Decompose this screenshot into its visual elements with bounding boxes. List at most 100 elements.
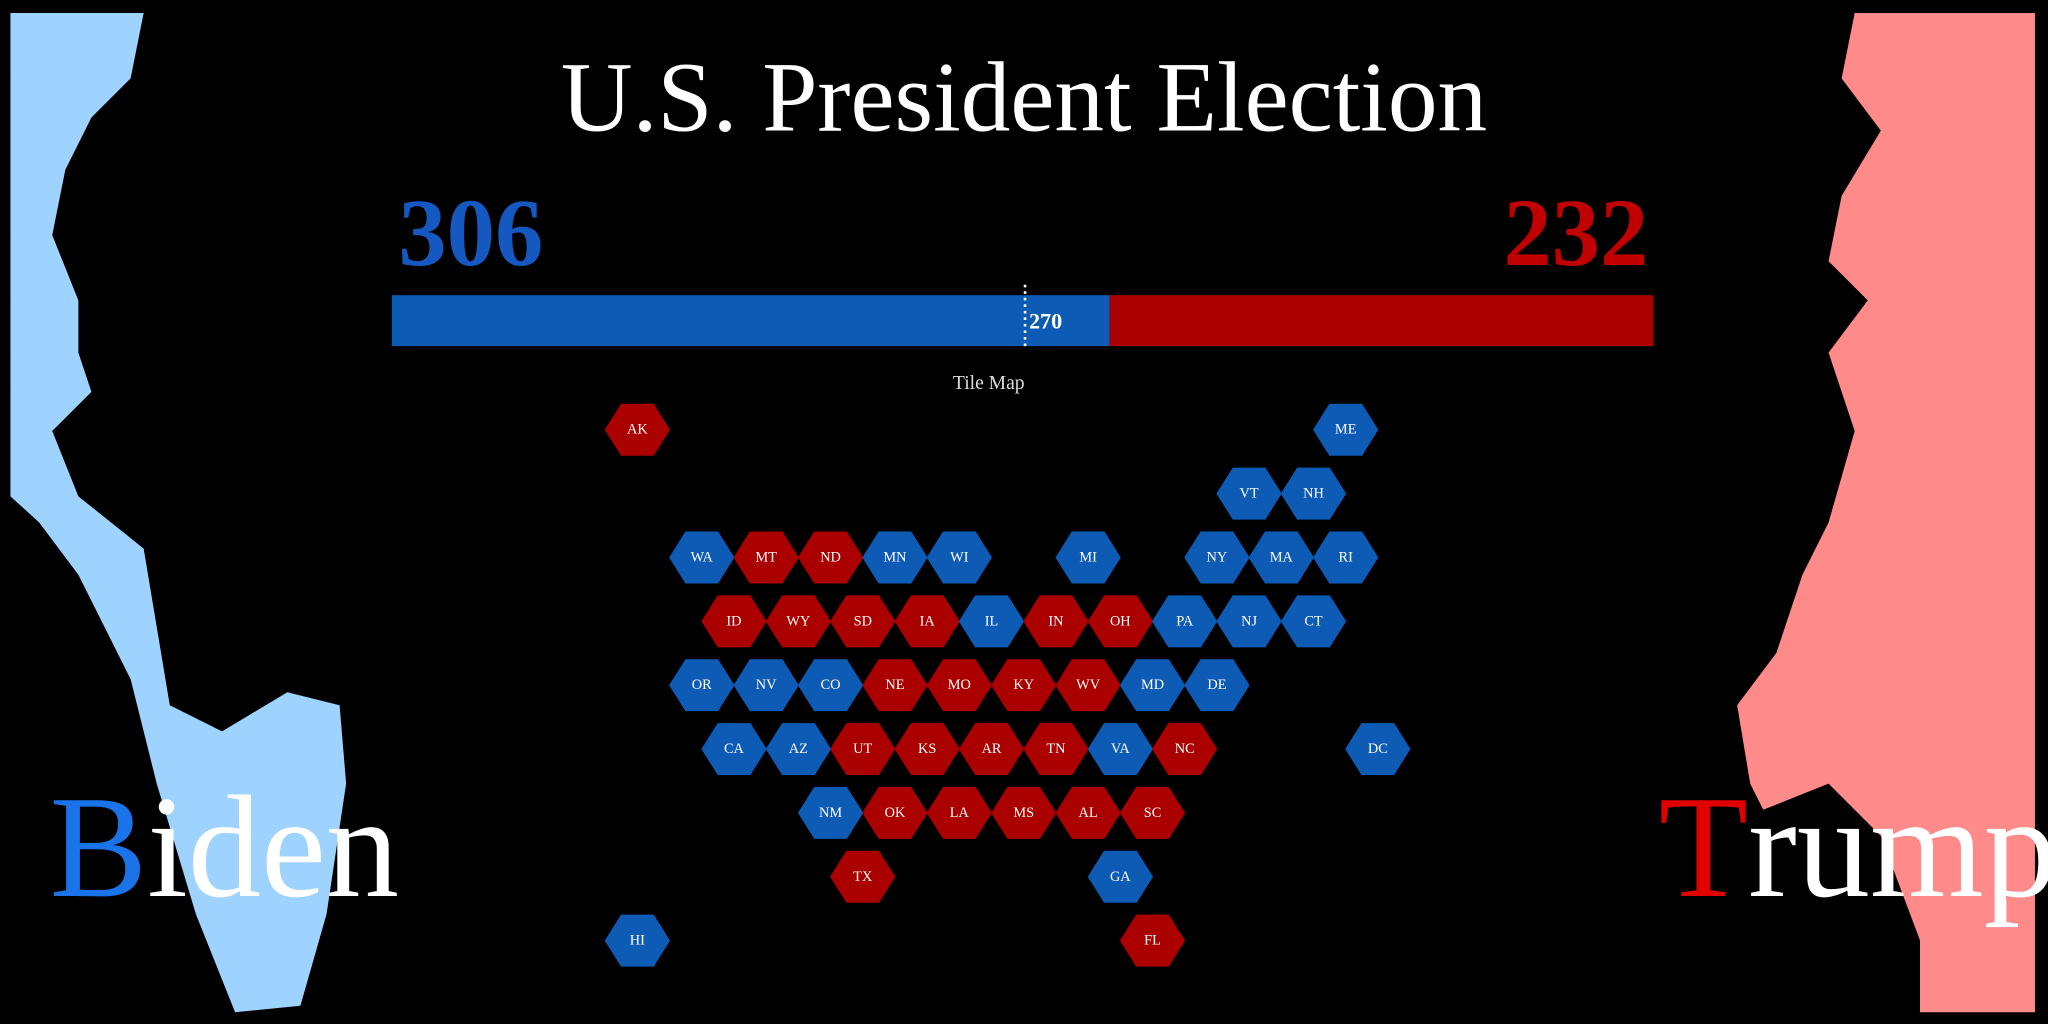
state-tile [1087, 595, 1154, 648]
state-tile [1248, 531, 1314, 584]
state-label: ND [820, 549, 841, 565]
vote-bar [391, 295, 1110, 347]
state-tile [1152, 595, 1218, 648]
threshold-label: 270 [1029, 308, 1062, 333]
state-label: ID [726, 613, 741, 629]
state-tile [1119, 914, 1186, 967]
state-tile [830, 723, 896, 776]
state-tile [1216, 467, 1282, 520]
state-label: CA [724, 741, 745, 757]
state-label: CO [821, 677, 841, 693]
state-tile [797, 786, 864, 839]
state-label: NE [885, 677, 904, 693]
state-tile [1313, 403, 1379, 456]
state-tile [958, 595, 1025, 648]
state-label: AZ [789, 741, 808, 757]
trump-votes: 232 [1503, 179, 1648, 286]
state-label: GA [1110, 869, 1131, 885]
state-label: OH [1110, 613, 1131, 629]
state-tile [604, 403, 671, 456]
state-tile [765, 723, 832, 776]
state-label: IA [920, 613, 936, 629]
state-label: LA [950, 805, 970, 821]
state-tile [1280, 595, 1347, 648]
state-tile [1184, 531, 1250, 584]
state-label: VT [1240, 486, 1259, 502]
state-label: WY [786, 613, 810, 629]
state-label: UT [853, 741, 872, 757]
state-tile [894, 723, 960, 776]
state-label: WA [691, 549, 714, 565]
state-label: FL [1144, 933, 1161, 949]
state-label: IN [1048, 613, 1064, 629]
state-tile [1119, 659, 1186, 712]
state-tile [1055, 659, 1121, 712]
state-label: WI [950, 549, 969, 565]
state-tile [1152, 723, 1218, 776]
state-label: IL [985, 613, 999, 629]
state-tile [1055, 786, 1121, 839]
state-tile [991, 659, 1057, 712]
state-tile [797, 659, 864, 712]
state-tile [765, 595, 832, 648]
state-tile [733, 531, 799, 584]
state-tile [604, 914, 671, 967]
vote-bar [1109, 295, 1654, 347]
state-label: PA [1176, 613, 1194, 629]
state-tile [1023, 595, 1089, 648]
state-tile [1055, 531, 1121, 584]
state-tile [894, 595, 960, 648]
state-label: SC [1144, 805, 1162, 821]
state-label: MN [883, 549, 907, 565]
state-tile [1119, 786, 1186, 839]
state-label: MT [755, 549, 777, 565]
state-tile [862, 659, 928, 712]
state-label: AL [1079, 805, 1098, 821]
state-label: MI [1079, 549, 1097, 565]
state-tile [1313, 531, 1379, 584]
state-tile [797, 531, 864, 584]
state-label: CT [1304, 613, 1323, 629]
map-title: Tile Map [953, 373, 1025, 394]
state-tile [830, 850, 896, 903]
state-label: AR [982, 741, 1002, 757]
state-label: HI [630, 933, 645, 949]
state-label: SD [854, 613, 872, 629]
state-tile [1216, 595, 1282, 648]
state-tile [701, 723, 767, 776]
state-label: MD [1141, 677, 1164, 693]
title: U.S. President Election [561, 44, 1487, 153]
state-tile [669, 531, 735, 584]
state-label: NC [1175, 741, 1195, 757]
state-label: AK [627, 422, 648, 438]
state-label: WV [1076, 677, 1101, 693]
state-label: OK [885, 805, 906, 821]
state-label: MS [1013, 805, 1034, 821]
biden-name: Biden [50, 766, 399, 928]
state-label: DE [1207, 677, 1226, 693]
state-label: TN [1046, 741, 1066, 757]
state-tile [1345, 723, 1411, 776]
state-tile [1087, 723, 1154, 776]
state-tile [862, 786, 928, 839]
state-tile [926, 659, 992, 712]
state-tile [958, 723, 1025, 776]
state-tile [862, 531, 928, 584]
state-label: KS [918, 741, 936, 757]
state-label: ME [1335, 422, 1357, 438]
state-label: DC [1368, 741, 1388, 757]
biden-votes: 306 [398, 179, 543, 286]
state-tile [926, 531, 992, 584]
state-tile [1280, 467, 1347, 520]
state-tile [1023, 723, 1089, 776]
state-tile [830, 595, 896, 648]
state-label: KY [1013, 677, 1034, 693]
trump-portrait [1737, 13, 2035, 1013]
state-tile [926, 786, 992, 839]
state-label: RI [1339, 549, 1354, 565]
state-label: MO [948, 677, 971, 693]
state-label: NM [819, 805, 842, 821]
